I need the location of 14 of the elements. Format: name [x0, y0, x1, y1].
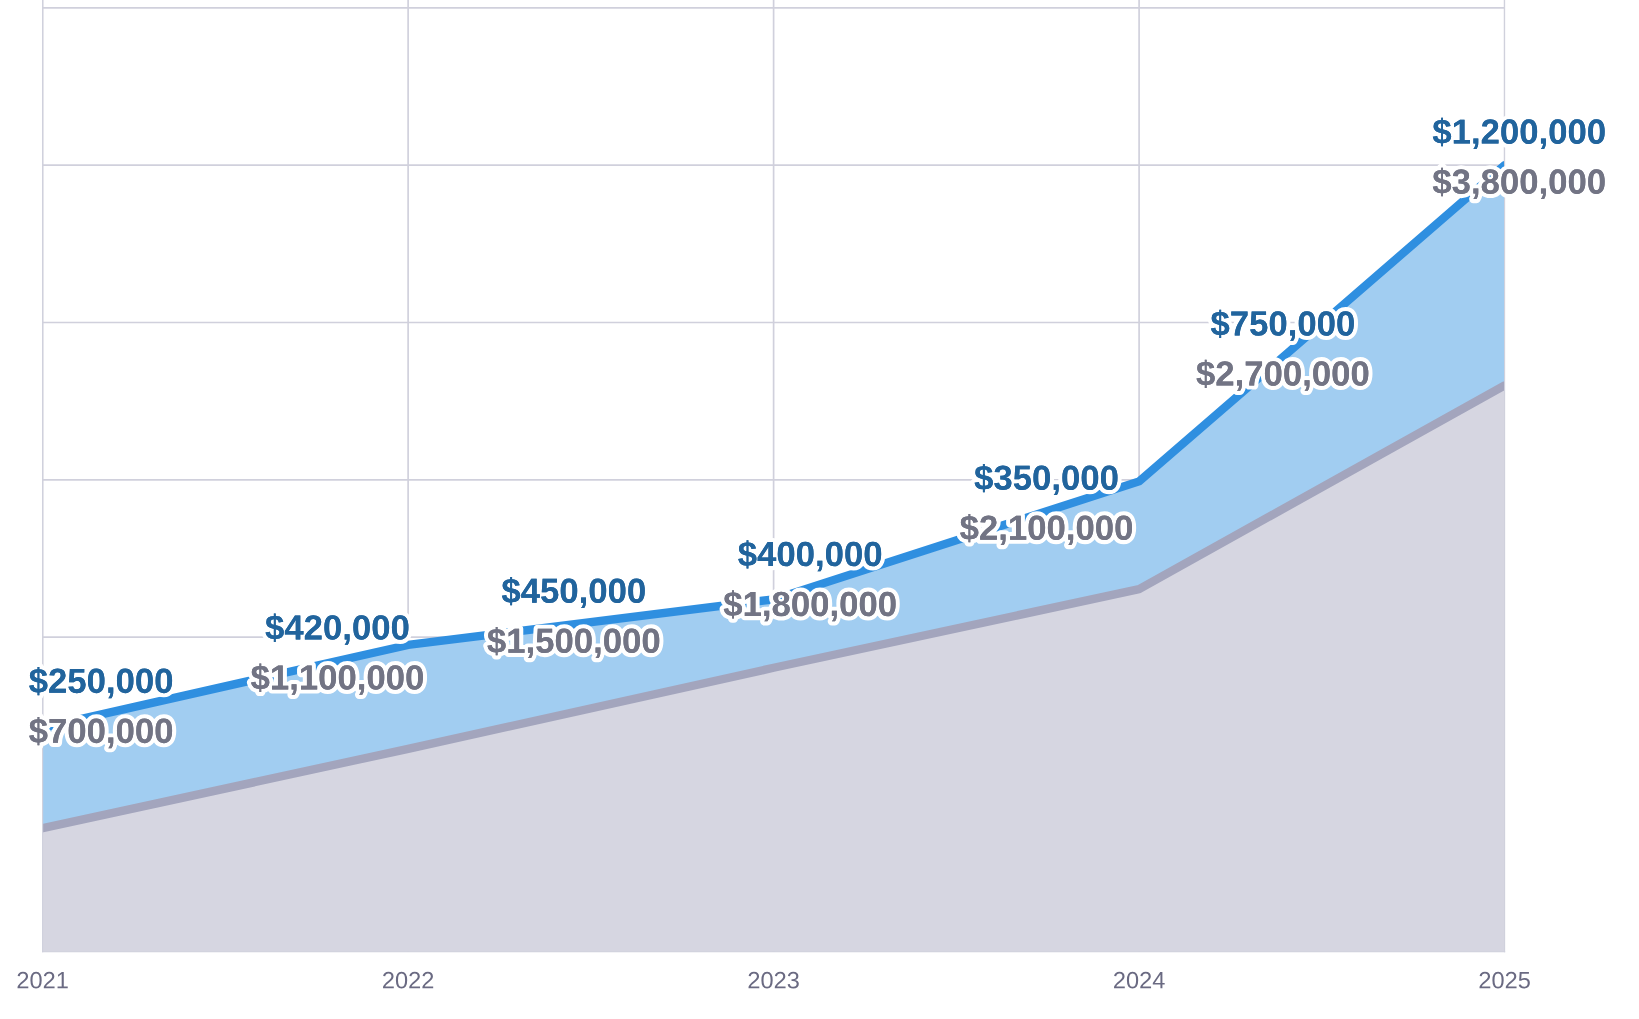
annotation: $450,000 [501, 576, 645, 609]
annotation: $1,800,000 [723, 590, 896, 622]
x-tick-label: 2024 [1114, 971, 1165, 989]
annotation: $250,000 [29, 667, 173, 699]
x-tick-label: 2021 [17, 971, 68, 989]
annotation: $420,000 [265, 613, 409, 645]
x-tick-label: 2025 [1479, 971, 1530, 989]
text: $1,200,000 [1432, 117, 1605, 149]
annotation: $400,000 [738, 540, 882, 572]
x-tick-label: 2022 [383, 971, 434, 989]
x-tick-label: 2023 [748, 971, 799, 989]
annotation: $350,000 [974, 463, 1118, 496]
annotation: $1,100,000 [251, 663, 423, 695]
annotation: $1,500,000 [487, 626, 660, 659]
